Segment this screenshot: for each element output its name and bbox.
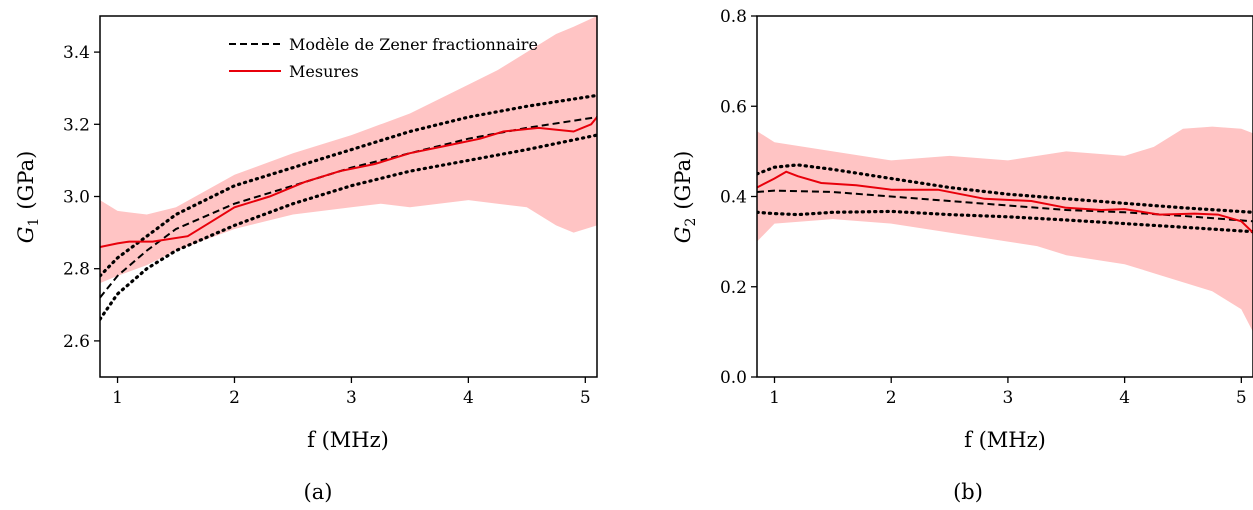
- x-tick-label: 1: [112, 388, 123, 408]
- x-axis-label: f (MHz): [964, 428, 1046, 452]
- x-tick-label: 1: [769, 388, 780, 408]
- y-axis-label: G1(GPa): [14, 151, 42, 244]
- model-bound-line: [100, 133, 597, 321]
- x-tick-label: 3: [346, 388, 357, 408]
- chart-panel-a: 1 2 3 4 5 2.6 2.8 3.0 3.2 3.4 f (MHz) G1(GPa) (a)…: [14, 15, 598, 504]
- y-tick-label: 0.8: [720, 7, 747, 27]
- measured-series-line: [100, 116, 597, 248]
- legend-model-label: Modèle de Zener fractionnaire: [289, 35, 538, 54]
- panel-label: (a): [304, 480, 333, 504]
- y-tick-label: 0.2: [720, 278, 747, 298]
- x-tick-label: 5: [580, 388, 591, 408]
- model-bound-line: [757, 163, 1253, 214]
- legend-measure-label: Mesures: [289, 62, 359, 81]
- x-tick-label: 4: [463, 388, 474, 408]
- uncertainty-band: [757, 126, 1253, 332]
- model-bound-line: [757, 209, 1253, 234]
- y-axis-label: G2(GPa): [671, 151, 699, 244]
- x-tick-label: 2: [229, 388, 240, 408]
- y-tick-label: 2.6: [63, 332, 90, 352]
- measured-series-line: [757, 170, 1253, 234]
- y-tick-label: 0.4: [720, 188, 747, 208]
- y-tick-label: 0.6: [720, 97, 747, 117]
- uncertainty-band: [100, 16, 597, 284]
- x-axis-label: f (MHz): [307, 428, 389, 452]
- y-tick-label: 3.0: [63, 188, 90, 208]
- y-tick-label: 0.0: [720, 368, 747, 388]
- x-tick-label: 4: [1119, 388, 1130, 408]
- y-tick-label: 3.2: [63, 115, 90, 135]
- chart-panel-b: 1 2 3 4 5 0.0 0.2 0.4 0.6 0.8 f (MHz) G2(GPa) (b): [671, 7, 1253, 504]
- x-tick-label: 3: [1003, 388, 1014, 408]
- panel-label: (b): [953, 480, 983, 504]
- y-tick-label: 2.8: [63, 260, 90, 280]
- model-series-line: [100, 116, 597, 299]
- x-tick-label: 2: [886, 388, 897, 408]
- x-tick-label: 5: [1236, 388, 1247, 408]
- legend: Modèle de Zener fractionnaire Mesures: [229, 35, 538, 81]
- y-tick-label: 3.4: [63, 43, 90, 63]
- model-bound-line: [100, 93, 597, 278]
